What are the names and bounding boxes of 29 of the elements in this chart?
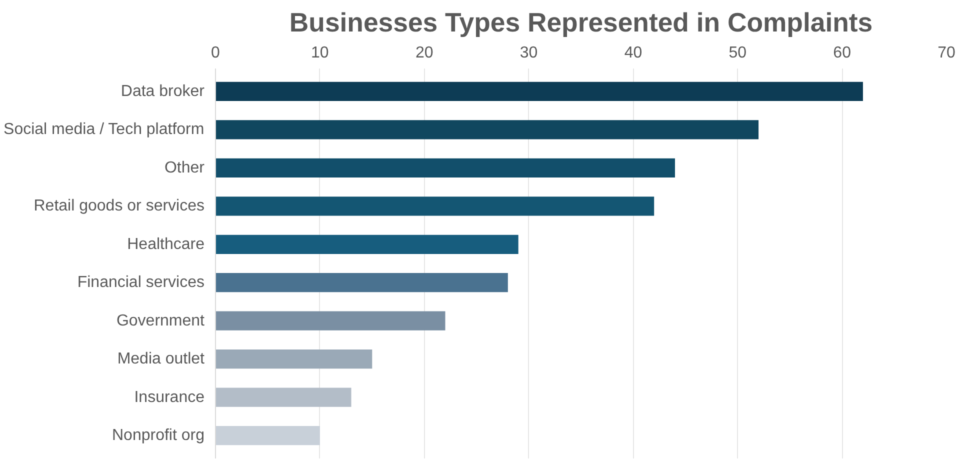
x-tick-label: 40	[624, 44, 642, 62]
y-tick-label: Other	[164, 159, 206, 176]
bar	[216, 388, 352, 407]
y-tick-label: Healthcare	[127, 236, 205, 253]
y-tick-label: Insurance	[134, 388, 205, 406]
x-tick-label: 70	[938, 44, 956, 62]
bar	[216, 82, 863, 101]
x-tick-label: 20	[415, 44, 434, 62]
bar	[216, 234, 518, 254]
x-tick-label: 0	[211, 44, 220, 62]
x-tick-label: 30	[520, 44, 538, 62]
y-tick-label: Nonprofit org	[112, 427, 205, 444]
y-tick-label: Retail goods or services	[34, 198, 205, 215]
y-tick-label: Data broker	[120, 82, 206, 100]
bar	[216, 120, 759, 140]
x-tick-label: 10	[311, 44, 329, 62]
bar	[216, 196, 654, 216]
bar	[216, 426, 320, 446]
y-tick-label: Social media / Tech platform	[4, 121, 204, 138]
y-tick-label: Government	[116, 312, 206, 330]
x-tick-label: 50	[728, 44, 747, 62]
bar	[216, 350, 372, 369]
x-tick-label: 60	[833, 44, 852, 62]
y-tick-label: Media outlet	[117, 350, 206, 368]
bar	[216, 273, 508, 292]
bar	[216, 158, 675, 178]
y-tick-label: Financial services	[77, 274, 204, 292]
bar	[216, 311, 446, 330]
chart-title: Businesses Types Represented in Complaints	[289, 8, 873, 38]
